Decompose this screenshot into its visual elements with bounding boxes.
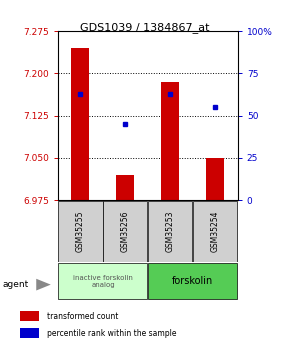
Text: inactive forskolin
analog: inactive forskolin analog bbox=[73, 275, 133, 288]
Text: percentile rank within the sample: percentile rank within the sample bbox=[46, 329, 176, 338]
Bar bbox=[71, 48, 89, 200]
Bar bbox=[116, 175, 134, 200]
Bar bbox=[206, 158, 224, 200]
Text: GDS1039 / 1384867_at: GDS1039 / 1384867_at bbox=[80, 22, 210, 33]
FancyBboxPatch shape bbox=[148, 201, 192, 262]
FancyBboxPatch shape bbox=[104, 201, 147, 262]
FancyBboxPatch shape bbox=[59, 201, 102, 262]
Bar bbox=[20, 311, 39, 321]
FancyBboxPatch shape bbox=[148, 263, 237, 299]
FancyBboxPatch shape bbox=[59, 263, 147, 299]
Polygon shape bbox=[36, 279, 51, 290]
FancyBboxPatch shape bbox=[193, 201, 237, 262]
Text: GSM35255: GSM35255 bbox=[76, 210, 85, 252]
Bar bbox=[161, 82, 179, 200]
Text: transformed count: transformed count bbox=[46, 312, 118, 321]
Text: GSM35253: GSM35253 bbox=[166, 210, 175, 252]
Text: forskolin: forskolin bbox=[172, 276, 213, 286]
Bar bbox=[20, 328, 39, 338]
Text: GSM35256: GSM35256 bbox=[121, 210, 130, 252]
Text: agent: agent bbox=[3, 280, 29, 289]
Text: GSM35254: GSM35254 bbox=[211, 210, 220, 252]
